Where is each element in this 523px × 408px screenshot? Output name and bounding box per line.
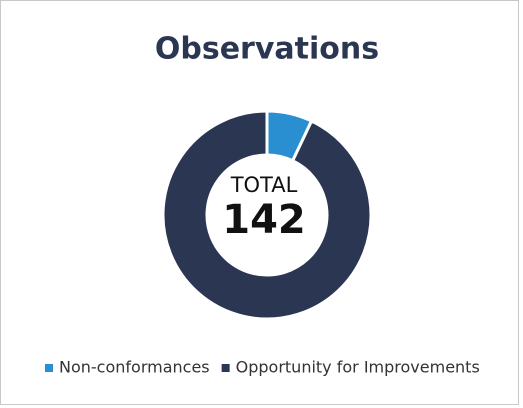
legend-label: Non-conformances xyxy=(59,358,210,377)
legend-swatch xyxy=(221,364,230,372)
chart-title: Observations xyxy=(155,32,379,67)
center-label: TOTAL xyxy=(230,173,298,197)
legend-swatch xyxy=(45,364,53,372)
center-value: 142 xyxy=(222,197,306,243)
donut-slice xyxy=(161,109,373,321)
legend-label: Opportunity for Improvements xyxy=(236,358,480,377)
